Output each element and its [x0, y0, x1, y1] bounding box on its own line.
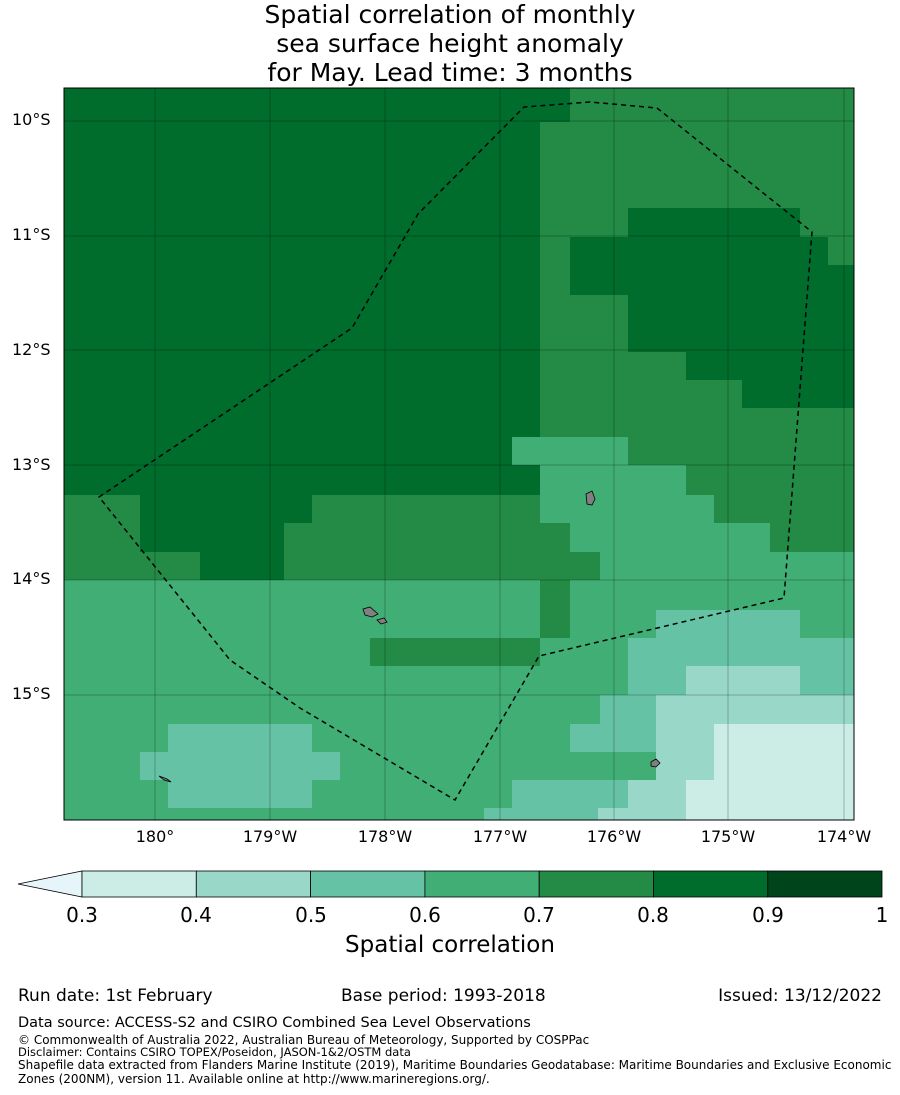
- map-title: Spatial correlation of monthly sea surfa…: [0, 0, 900, 87]
- island-small-west: [158, 775, 172, 783]
- correlation-cell: [168, 724, 312, 752]
- lat-label-12s: 12°S: [12, 340, 51, 359]
- correlation-cell: [512, 780, 628, 808]
- correlation-cell: [600, 695, 656, 724]
- correlation-cell: [628, 208, 800, 237]
- correlation-cell: [284, 495, 312, 523]
- lon-label-180: 180°: [135, 827, 175, 846]
- correlation-cell: [628, 666, 686, 695]
- correlation-cell: [686, 780, 714, 820]
- lat-label-11s: 11°S: [12, 225, 51, 244]
- correlation-cell: [570, 523, 770, 552]
- colorbar-extend-triangle: [17, 870, 83, 898]
- correlation-cell: [656, 695, 854, 724]
- correlation-cell: [600, 552, 854, 580]
- colorbar-segment-0.6: [424, 870, 540, 898]
- base-period: Base period: 1993-2018: [341, 986, 546, 1006]
- lat-label-13s: 13°S: [12, 455, 51, 474]
- lon-label-175w: 175°W: [700, 827, 756, 846]
- colorbar-tick: 0.9: [752, 903, 784, 927]
- lon-label-179w: 179°W: [242, 827, 298, 846]
- correlation-cell: [140, 495, 200, 552]
- land-islands: [158, 490, 661, 783]
- correlation-map: [63, 87, 855, 821]
- lon-label-177w: 177°W: [472, 827, 528, 846]
- colorbar-segment-0.3: [81, 870, 197, 898]
- correlation-cell: [628, 780, 686, 808]
- correlation-cell: [200, 495, 284, 580]
- correlation-cell: [742, 380, 854, 408]
- run-date: Run date: 1st February: [18, 986, 213, 1006]
- lon-label-174w: 174°W: [816, 827, 872, 846]
- lat-label-15s: 15°S: [12, 684, 51, 703]
- shapefile-note-2: Zones (200NM), version 11. Available onl…: [18, 1072, 490, 1086]
- lon-label-176w: 176°W: [586, 827, 642, 846]
- correlation-cell: [64, 580, 84, 610]
- correlation-cell: [312, 437, 340, 465]
- correlation-cell: [140, 752, 340, 780]
- colorbar-tick: 0.3: [66, 903, 98, 927]
- correlation-cell: [598, 808, 686, 820]
- lat-label-10s: 10°S: [12, 110, 51, 129]
- colorbar-segment-0.4: [195, 870, 312, 898]
- correlation-cell: [656, 610, 800, 638]
- colorbar-segment-0.5: [310, 870, 426, 898]
- correlation-cell: [540, 495, 714, 523]
- colorbar-tick: 0.6: [409, 903, 441, 927]
- correlation-cell: [370, 638, 540, 666]
- data-source: Data source: ACCESS-S2 and CSIRO Combine…: [18, 1015, 531, 1031]
- colorbar-tick: 0.8: [637, 903, 669, 927]
- correlation-cell: [64, 495, 140, 523]
- correlation-cell: [168, 780, 312, 808]
- map-frame: [63, 87, 855, 821]
- correlation-cell: [484, 808, 598, 820]
- island-futuna: [362, 606, 379, 618]
- island-wallis: [585, 490, 596, 506]
- eez-boundary: [97, 101, 813, 802]
- colorbar: [17, 870, 883, 898]
- colorbar-segment-0.8: [653, 870, 769, 898]
- correlation-cell: [686, 666, 800, 695]
- correlation-cell: [64, 610, 140, 638]
- lat-label-14s: 14°S: [12, 569, 51, 588]
- correlation-cell: [656, 724, 714, 780]
- colorbar-segment-0.9: [767, 870, 883, 898]
- colorbar-segment-0.7: [538, 870, 654, 898]
- island-alofi: [376, 617, 388, 625]
- correlation-cell: [628, 295, 854, 352]
- shapefile-note-1: Shapefile data extracted from Flanders M…: [18, 1058, 892, 1072]
- island-niuafoou: [650, 758, 661, 768]
- correlation-cell: [64, 88, 540, 495]
- correlation-cell: [628, 638, 854, 666]
- map-gridlines: [64, 88, 854, 820]
- title-line-2: sea surface height anomaly: [276, 29, 624, 58]
- correlation-cell: [540, 465, 686, 495]
- issued-date: Issued: 13/12/2022: [718, 986, 882, 1006]
- correlation-cell: [686, 352, 854, 380]
- colorbar-tick: 0.7: [523, 903, 555, 927]
- correlation-cell: [714, 724, 854, 820]
- title-line-3: for May. Lead time: 3 months: [267, 58, 633, 87]
- colorbar-tick: 1: [875, 903, 889, 927]
- correlation-cell: [828, 265, 854, 295]
- colorbar-tick: 0.5: [295, 903, 327, 927]
- disclaimer-note: Disclaimer: Contains CSIRO TOPEX/Poseido…: [18, 1045, 411, 1059]
- lon-label-178w: 178°W: [357, 827, 413, 846]
- copyright-note: © Commonwealth of Australia 2022, Austra…: [18, 1033, 590, 1047]
- correlation-cell: [570, 237, 828, 295]
- correlation-grid: [64, 88, 854, 820]
- correlation-cell: [800, 666, 854, 695]
- colorbar-tick: 0.4: [180, 903, 212, 927]
- correlation-cell: [512, 437, 628, 465]
- correlation-cell: [540, 580, 570, 638]
- colorbar-label: Spatial correlation: [345, 932, 555, 958]
- title-line-1: Spatial correlation of monthly: [264, 0, 636, 29]
- correlation-cell: [570, 724, 656, 752]
